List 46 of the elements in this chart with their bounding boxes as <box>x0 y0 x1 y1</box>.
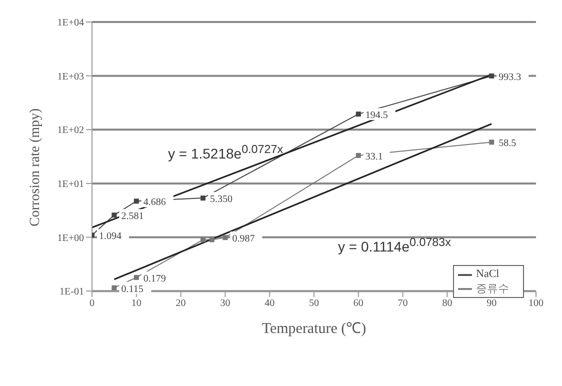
data-label: 194.5 <box>365 110 388 122</box>
point <box>222 235 228 240</box>
data-label: 1.094 <box>99 231 122 242</box>
x-tick-label: 70 <box>398 298 408 310</box>
y-tick-label: 1E+03 <box>57 71 84 82</box>
x-tick-label: 90 <box>486 298 497 310</box>
annotation: y = 0.1114e$^{0.0783x}$ <box>338 236 451 255</box>
data-label: 0.115 <box>121 284 144 295</box>
point <box>134 274 139 280</box>
data-label: 0.179 <box>143 273 166 284</box>
point <box>489 73 494 78</box>
point <box>134 198 139 204</box>
data-label: 33.1 <box>365 151 383 162</box>
point <box>112 285 117 290</box>
point <box>200 237 206 242</box>
point <box>356 152 361 158</box>
y-tick-label: 1E+00 <box>57 232 84 244</box>
point <box>200 196 206 201</box>
x-tick-label: 20 <box>176 298 186 310</box>
x-tick-label: 30 <box>220 298 230 310</box>
x-tick-label: 80 <box>442 298 452 310</box>
point <box>209 237 214 242</box>
x-axis-title: Temperature (℃) <box>262 321 366 338</box>
x-tick-label: 100 <box>528 298 544 310</box>
legend-label: NaCl <box>476 268 500 280</box>
data-label: 2.581 <box>121 211 144 222</box>
point <box>112 212 117 218</box>
x-tick-label: 40 <box>264 298 275 310</box>
annotation: y = 1.5218e$^{0.0727x}$ <box>168 143 284 162</box>
point <box>356 112 361 117</box>
data-label: 58.5 <box>498 138 516 150</box>
point <box>489 140 494 145</box>
y-tick-label: 1E+02 <box>57 125 84 136</box>
y-axis-title: Corrosion rate (mpy) <box>28 108 43 227</box>
y-tick-label: 1E+04 <box>57 18 84 29</box>
legend-label: 증류수 <box>476 282 509 295</box>
x-tick-label: 50 <box>309 298 319 310</box>
data-label: 4.686 <box>143 197 166 208</box>
x-tick-label: 60 <box>353 298 364 310</box>
x-tick-label: 10 <box>131 298 142 310</box>
y-tick-label: 1E-01 <box>60 286 84 298</box>
data-label: 993.3 <box>498 72 522 83</box>
y-tick-label: 1E+01 <box>57 178 84 190</box>
data-label: 5.350 <box>210 194 232 206</box>
x-tick-label: 0 <box>90 298 94 310</box>
data-label: 0.987 <box>232 234 255 245</box>
